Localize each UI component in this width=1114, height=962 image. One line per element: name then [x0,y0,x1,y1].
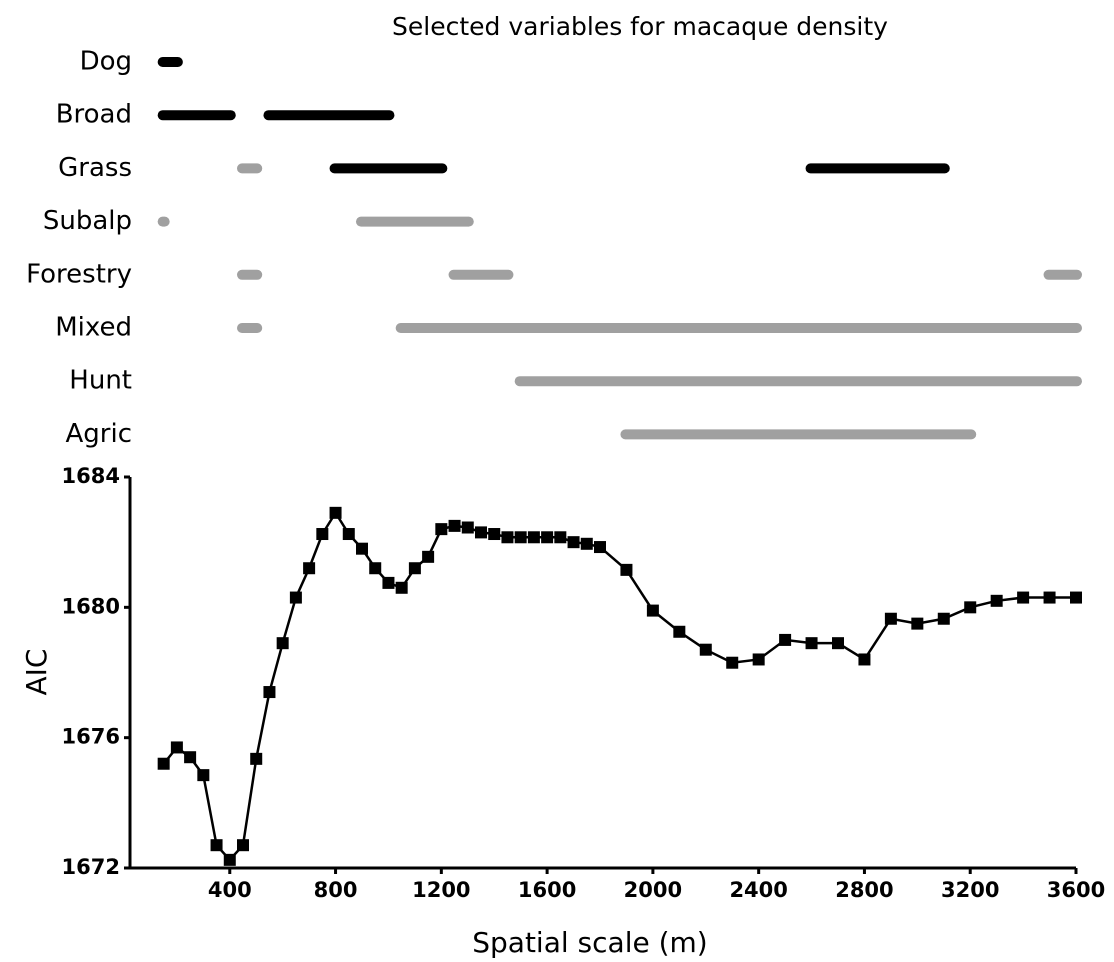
data-point [356,542,368,555]
row-label: Dog [80,47,132,77]
data-point [329,506,342,519]
data-point [408,562,421,575]
y-axis-title: AIC [20,649,53,696]
data-point [514,531,527,544]
x-tick-label: 1600 [518,878,576,902]
row-label: Subalp [43,206,132,236]
data-point [646,604,659,617]
range-bar [448,269,514,280]
data-point [250,752,263,765]
data-point [1043,591,1056,604]
data-point [263,686,276,699]
data-point [620,563,633,576]
data-point [369,562,382,575]
range-bar [237,269,263,280]
data-point [594,541,606,554]
y-tick-label: 1672 [62,855,120,879]
data-point [184,751,197,764]
x-axis-title: Spatial scale (m) [472,926,707,959]
data-point [395,581,408,594]
data-point [289,591,302,604]
y-tick-label: 1680 [62,594,120,618]
x-tick-label: 800 [314,878,358,902]
data-point [342,528,355,541]
data-point [1070,591,1082,604]
x-tick-label: 2000 [624,878,682,902]
data-point [726,656,739,669]
data-point [832,637,844,650]
row-label: Forestry [26,259,132,289]
x-tick-label: 3600 [1047,878,1105,902]
data-point [276,637,289,650]
data-point [157,757,170,770]
row-label: Broad [56,100,132,130]
range-bar [356,216,474,227]
x-tick-label: 2800 [835,878,893,902]
data-point [990,594,1003,607]
data-point [884,612,897,625]
data-point [554,531,567,544]
range-bar [329,163,448,174]
data-point [779,633,792,646]
range-bar [157,57,183,67]
y-tick-label: 1684 [62,464,120,488]
data-point [316,528,329,541]
data-point [964,601,977,614]
data-point [541,531,554,544]
data-point [461,521,474,534]
data-point [382,576,395,589]
chart-title: Selected variables for macaque density [392,12,888,41]
data-point [567,536,580,549]
row-label: Grass [58,153,132,183]
range-bar [805,163,950,174]
data-point [170,741,183,754]
range-bar [514,376,1082,387]
x-tick-label: 2400 [729,878,787,902]
data-point [858,653,871,666]
data-point [805,637,818,650]
x-tick-label: 1200 [412,878,470,902]
range-bar [395,323,1083,333]
range-bar [263,110,395,121]
row-label: Mixed [55,313,132,343]
data-point [303,562,316,575]
data-point [448,519,461,532]
data-point [237,839,249,852]
data-point [223,853,236,866]
data-point [435,523,448,536]
data-point [937,612,950,625]
range-bar [157,110,236,121]
range-bar [237,323,263,333]
row-label: Agric [66,419,133,449]
row-label: Hunt [69,366,132,396]
data-point [673,625,686,638]
range-bar [237,163,263,174]
data-point [422,550,435,563]
data-point [197,769,210,782]
x-tick-label: 400 [208,878,252,902]
data-point [699,643,712,656]
y-tick-label: 1676 [62,725,120,749]
data-point [752,653,765,666]
range-bar [620,429,977,440]
data-point [1017,591,1030,604]
x-tick-label: 3200 [941,878,999,902]
data-point [488,528,501,541]
data-point [210,839,223,852]
data-point [475,526,487,539]
data-point [501,531,514,544]
data-point [911,617,924,630]
range-bar [157,216,170,227]
range-bar [1043,269,1082,280]
data-point [527,531,540,544]
data-line [162,510,1076,862]
data-point [580,537,593,550]
